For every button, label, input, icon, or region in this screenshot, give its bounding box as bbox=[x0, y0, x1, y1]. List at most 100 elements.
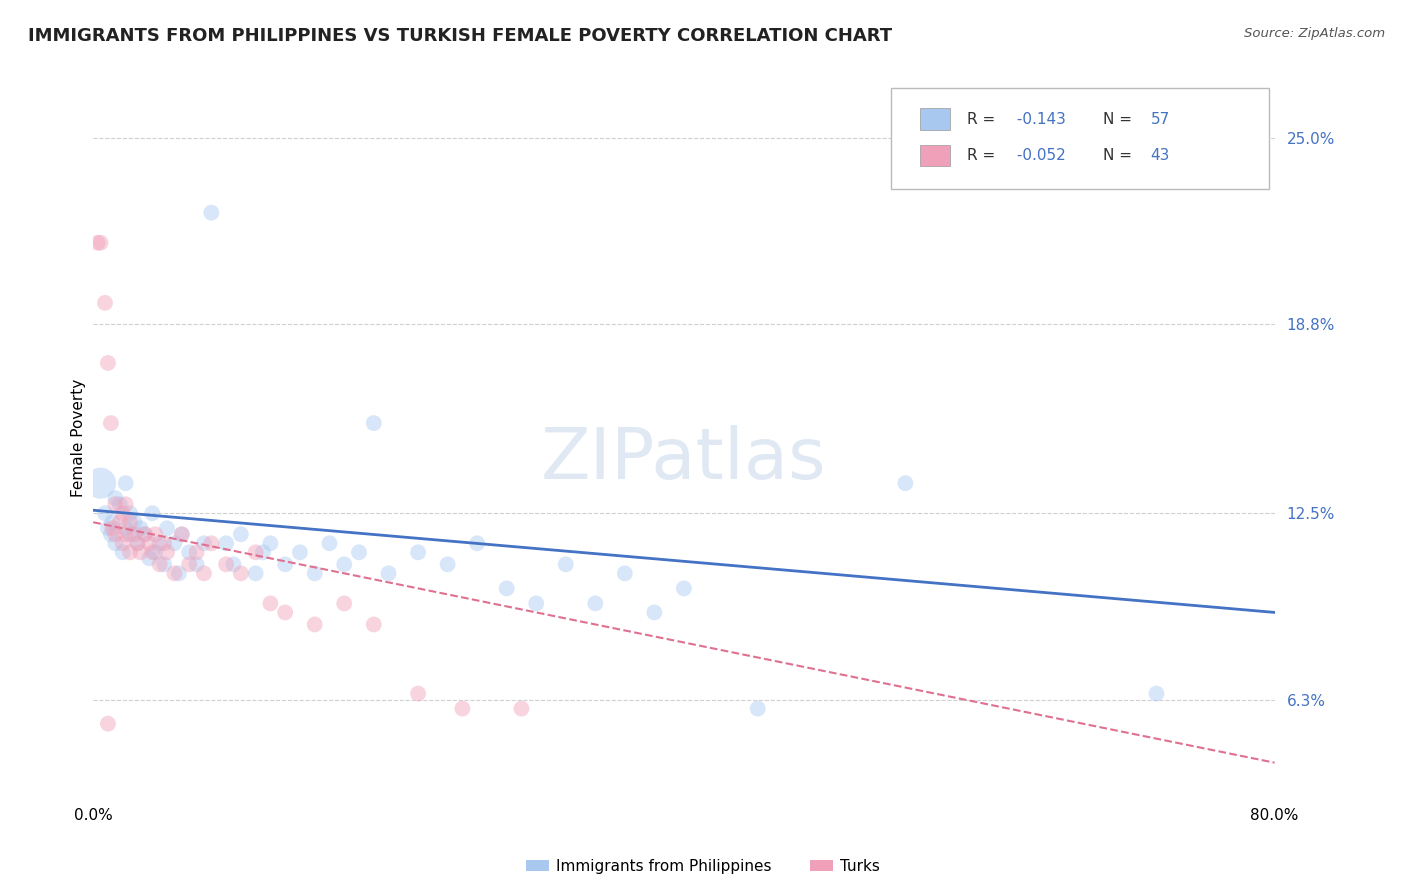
Point bbox=[215, 536, 238, 550]
Point bbox=[97, 716, 120, 731]
Point bbox=[747, 701, 769, 715]
Legend: Immigrants from Philippines, Turks: Immigrants from Philippines, Turks bbox=[520, 853, 886, 880]
Point bbox=[333, 558, 356, 572]
Text: N =: N = bbox=[1104, 148, 1137, 163]
Point bbox=[363, 617, 385, 632]
Point bbox=[100, 527, 122, 541]
Point bbox=[114, 527, 136, 541]
Point bbox=[510, 701, 533, 715]
Point bbox=[124, 515, 146, 529]
Point bbox=[111, 545, 134, 559]
Point bbox=[200, 536, 222, 550]
Point bbox=[149, 558, 172, 572]
Point bbox=[129, 545, 152, 559]
Point bbox=[347, 545, 370, 559]
Point bbox=[406, 687, 429, 701]
Point bbox=[108, 497, 131, 511]
Point bbox=[229, 527, 252, 541]
Point bbox=[179, 558, 201, 572]
Point bbox=[153, 558, 176, 572]
Y-axis label: Female Poverty: Female Poverty bbox=[72, 379, 86, 497]
Point bbox=[104, 491, 127, 506]
Point bbox=[304, 617, 326, 632]
Point bbox=[259, 596, 281, 610]
Text: -0.143: -0.143 bbox=[1012, 112, 1066, 127]
Text: N =: N = bbox=[1104, 112, 1137, 127]
Point bbox=[134, 527, 156, 541]
Point bbox=[333, 596, 356, 610]
Point bbox=[377, 566, 399, 581]
Point bbox=[1146, 687, 1168, 701]
Point bbox=[124, 527, 146, 541]
Point bbox=[114, 521, 136, 535]
Point bbox=[193, 566, 215, 581]
Point bbox=[86, 235, 108, 250]
Point bbox=[252, 545, 274, 559]
Point bbox=[120, 545, 142, 559]
Point bbox=[97, 521, 120, 535]
Text: ZIPatlas: ZIPatlas bbox=[541, 425, 827, 494]
Point bbox=[138, 551, 160, 566]
FancyBboxPatch shape bbox=[920, 145, 949, 166]
Point bbox=[143, 545, 166, 559]
Point bbox=[141, 545, 163, 559]
Point bbox=[120, 527, 142, 541]
Point bbox=[170, 527, 193, 541]
Point bbox=[672, 582, 695, 596]
Point bbox=[167, 566, 190, 581]
Text: Source: ZipAtlas.com: Source: ZipAtlas.com bbox=[1244, 27, 1385, 40]
Point bbox=[163, 536, 186, 550]
Point bbox=[451, 701, 474, 715]
Point bbox=[524, 596, 547, 610]
Point bbox=[583, 596, 606, 610]
Point bbox=[465, 536, 488, 550]
Text: IMMIGRANTS FROM PHILIPPINES VS TURKISH FEMALE POVERTY CORRELATION CHART: IMMIGRANTS FROM PHILIPPINES VS TURKISH F… bbox=[28, 27, 893, 45]
Point bbox=[97, 356, 120, 370]
Point bbox=[120, 515, 142, 529]
Point bbox=[613, 566, 636, 581]
Point bbox=[111, 536, 134, 550]
Point bbox=[94, 506, 117, 520]
Point bbox=[193, 536, 215, 550]
Point bbox=[894, 476, 917, 491]
Point bbox=[259, 536, 281, 550]
Point bbox=[101, 521, 124, 535]
Point bbox=[156, 521, 179, 535]
Point bbox=[149, 536, 172, 550]
Point bbox=[104, 536, 127, 550]
Point bbox=[141, 506, 163, 520]
Point bbox=[104, 497, 127, 511]
Point bbox=[643, 606, 665, 620]
Point bbox=[94, 296, 117, 310]
FancyBboxPatch shape bbox=[890, 88, 1268, 189]
Point bbox=[406, 545, 429, 559]
Point bbox=[129, 521, 152, 535]
Point bbox=[186, 558, 208, 572]
Point bbox=[554, 558, 576, 572]
Point bbox=[111, 506, 134, 520]
Point bbox=[245, 566, 267, 581]
Point bbox=[127, 536, 149, 550]
Point bbox=[304, 566, 326, 581]
Point bbox=[186, 545, 208, 559]
Point bbox=[100, 416, 122, 430]
Text: -0.052: -0.052 bbox=[1012, 148, 1066, 163]
Point bbox=[179, 545, 201, 559]
Point bbox=[274, 558, 297, 572]
Point bbox=[104, 527, 127, 541]
FancyBboxPatch shape bbox=[920, 109, 949, 130]
Point bbox=[114, 476, 136, 491]
Point bbox=[134, 527, 156, 541]
Point bbox=[120, 506, 142, 520]
Point bbox=[274, 606, 297, 620]
Point bbox=[215, 558, 238, 572]
Point bbox=[127, 536, 149, 550]
Point bbox=[200, 205, 222, 219]
Point bbox=[90, 476, 112, 491]
Point bbox=[245, 545, 267, 559]
Point bbox=[288, 545, 311, 559]
Point bbox=[114, 497, 136, 511]
Text: 57: 57 bbox=[1150, 112, 1170, 127]
Point bbox=[108, 515, 131, 529]
Point bbox=[170, 527, 193, 541]
